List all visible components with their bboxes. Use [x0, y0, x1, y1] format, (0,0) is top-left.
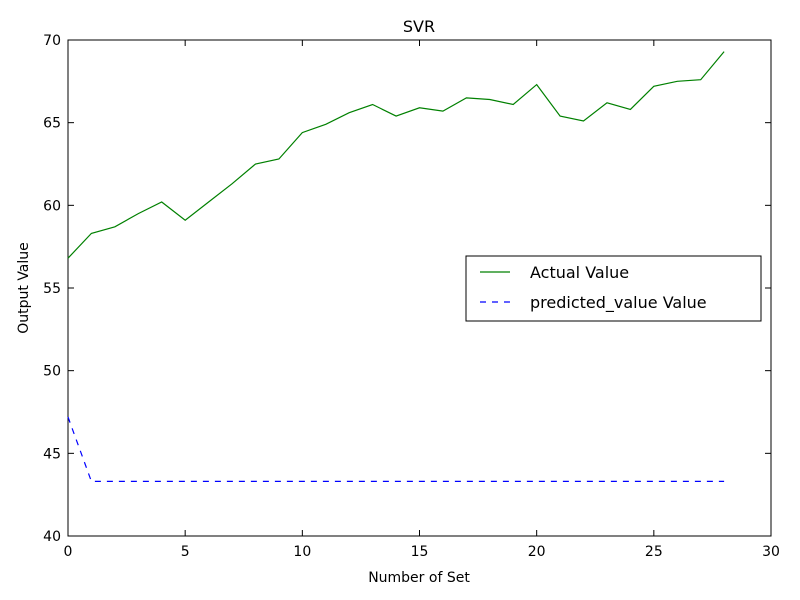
y-tick-label: 40: [43, 529, 61, 545]
y-tick-label: 65: [43, 116, 61, 132]
series-line-actual-value: [67, 51, 725, 259]
y-tick-label: 55: [43, 281, 61, 297]
legend: Actual Value predicted_value Value: [465, 255, 762, 322]
x-tick-label: 20: [528, 544, 546, 560]
x-tick-label: 0: [64, 544, 73, 560]
ticks-layer: 0 5 10 15 20 25 30 40 45 50 55 60 65 70: [43, 33, 780, 560]
x-tick-label: 25: [645, 544, 663, 560]
chart-title: SVR: [403, 17, 435, 36]
series-layer: [67, 51, 725, 482]
x-tick-label: 5: [181, 544, 190, 560]
legend-entry-label: Actual Value: [530, 263, 629, 282]
y-tick-label: 70: [43, 33, 61, 49]
y-tick-label: 50: [43, 364, 61, 380]
y-tick-label: 45: [43, 446, 61, 462]
x-tick-label: 30: [762, 544, 780, 560]
x-tick-label: 10: [293, 544, 311, 560]
legend-box: [465, 255, 762, 322]
x-tick-label: 15: [411, 544, 429, 560]
y-tick-label: 60: [43, 198, 61, 214]
series-line-predicted-value: [67, 416, 725, 482]
y-axis-label: Output Value: [16, 242, 32, 334]
x-axis-label: Number of Set: [368, 570, 470, 586]
legend-entry-label: predicted_value Value: [530, 293, 707, 313]
